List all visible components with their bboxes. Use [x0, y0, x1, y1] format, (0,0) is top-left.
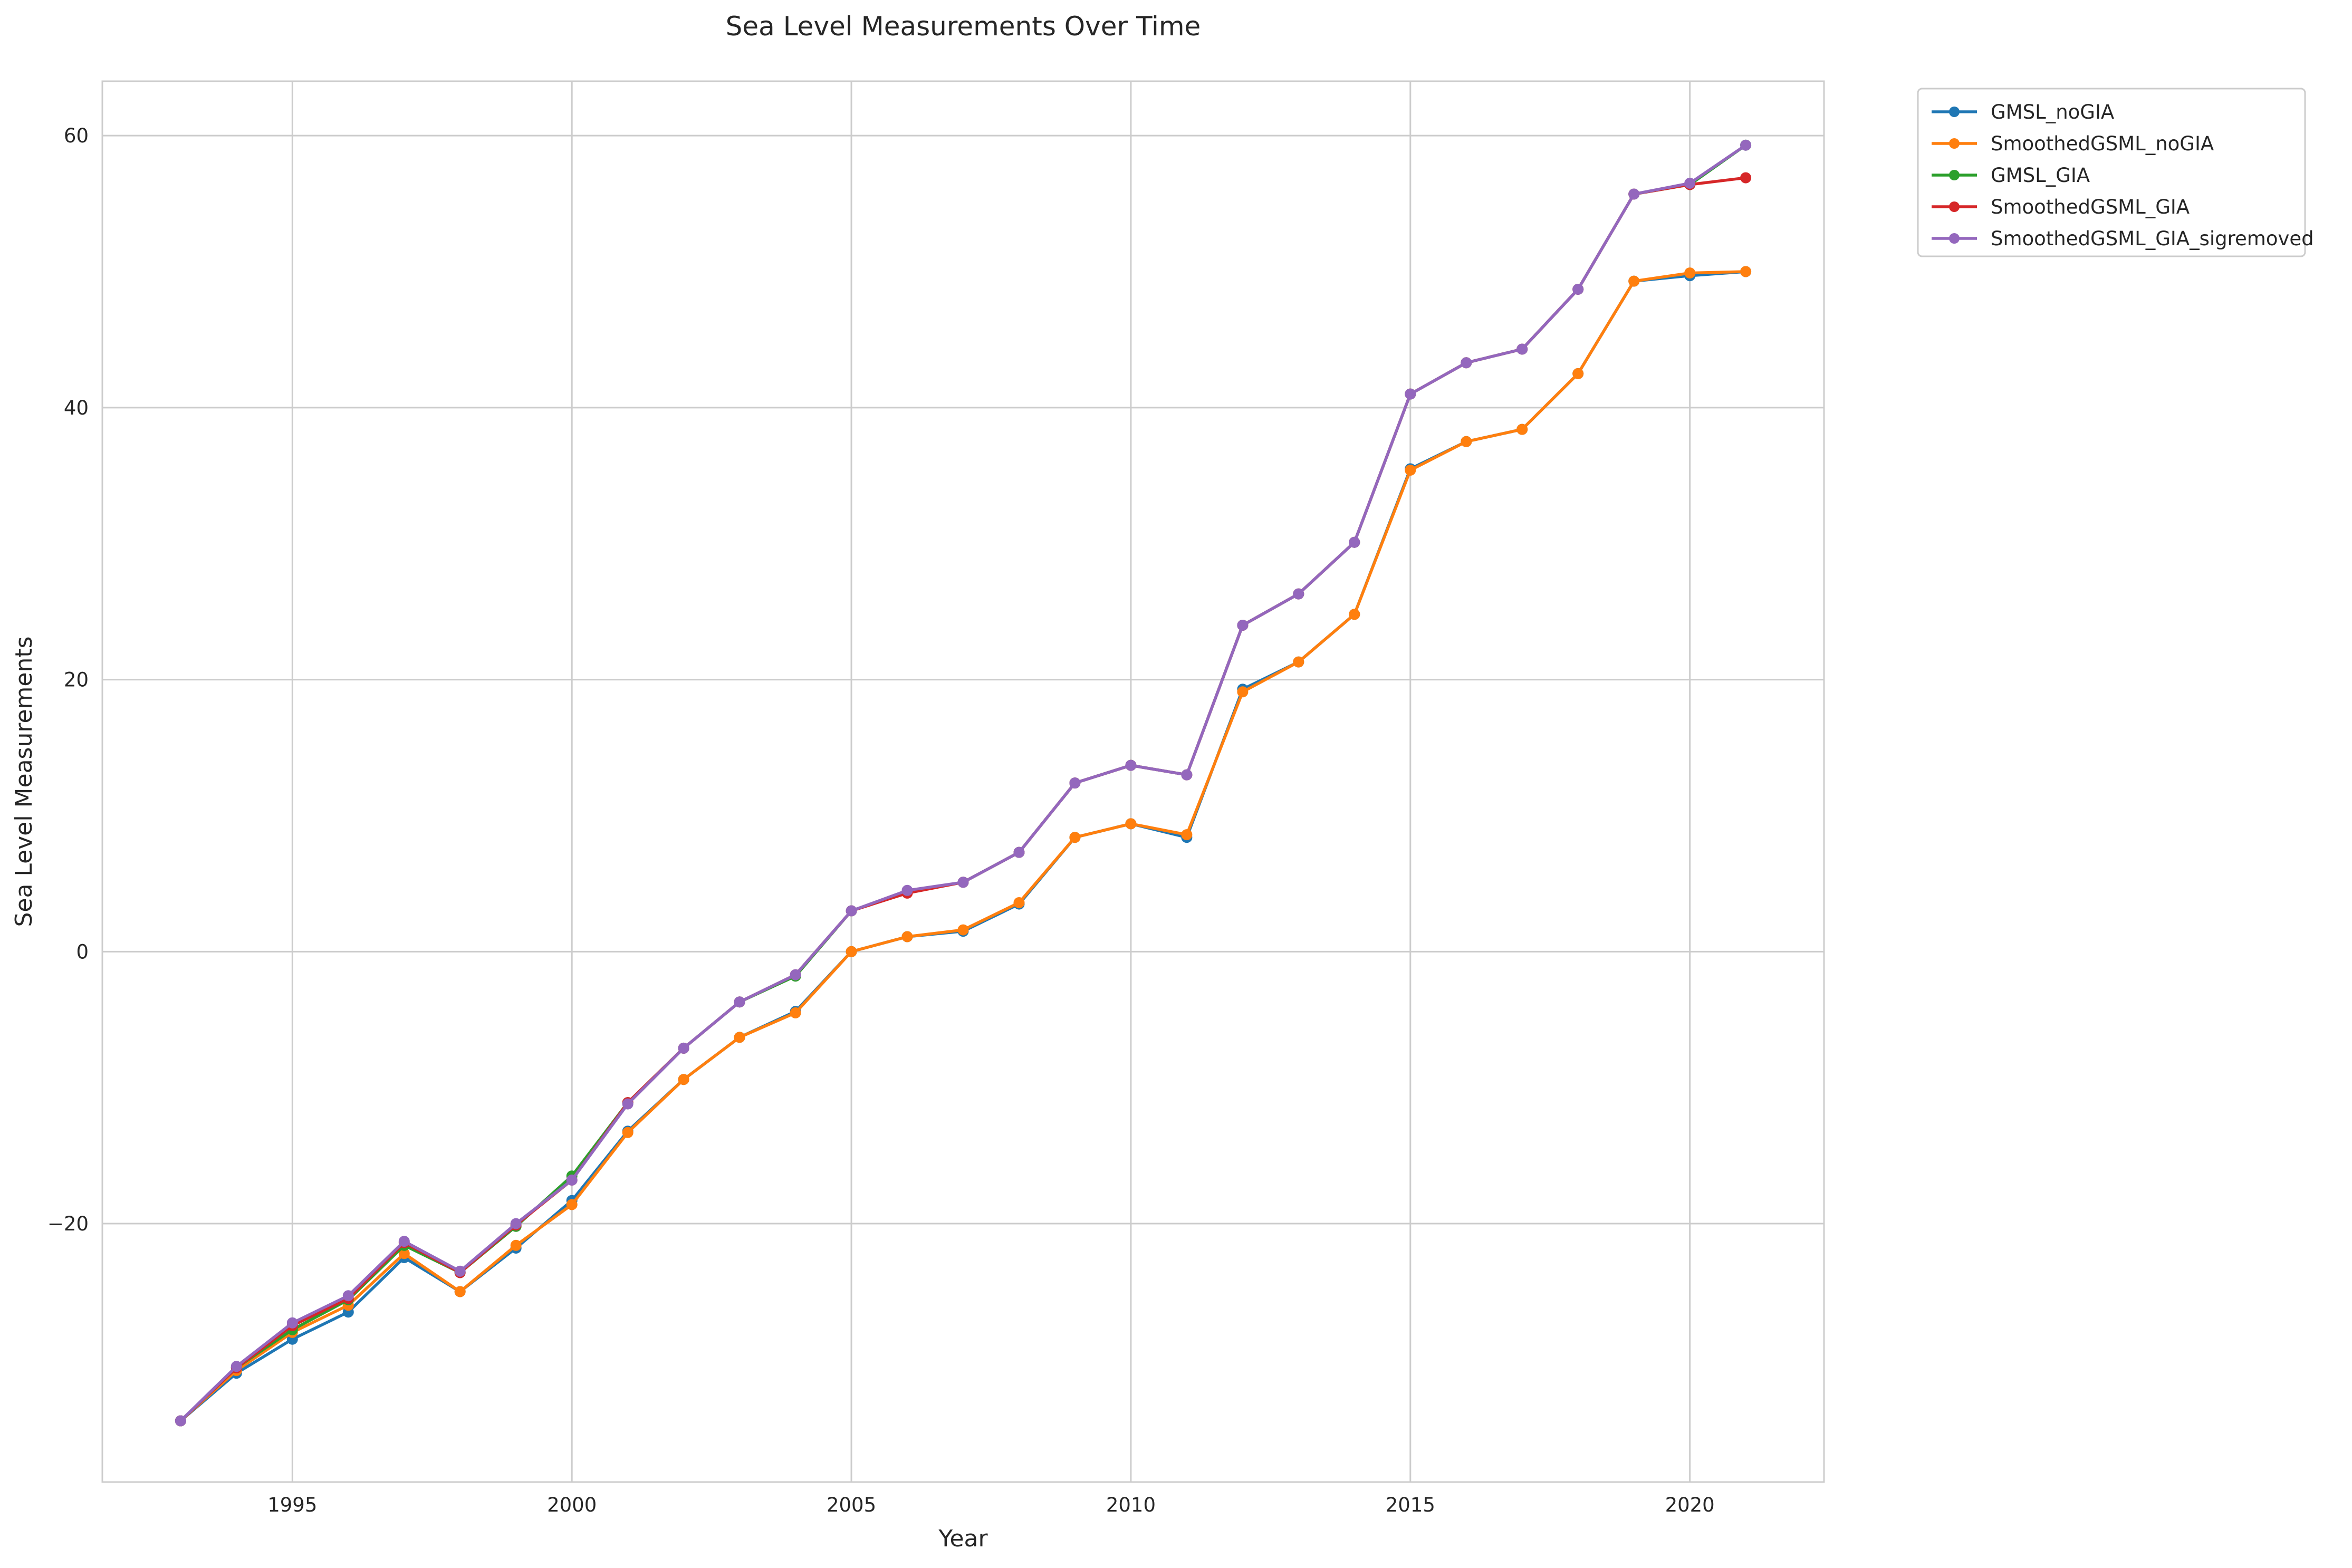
data-point — [175, 1415, 186, 1427]
y-tick-label: 40 — [64, 397, 89, 419]
data-point — [734, 1032, 745, 1043]
data-point — [790, 1007, 801, 1018]
data-point — [286, 1317, 298, 1329]
data-point — [1684, 177, 1696, 189]
x-axis-label: Year — [938, 1525, 988, 1552]
series-SmoothedGSML_GIA_sigremoved — [175, 139, 1752, 1427]
y-tick-label: 60 — [64, 124, 89, 147]
data-point — [566, 1175, 578, 1186]
data-point — [957, 924, 969, 936]
data-point — [454, 1286, 466, 1297]
data-point — [1628, 188, 1640, 200]
data-point — [1125, 818, 1137, 830]
data-point — [957, 877, 969, 888]
legend-swatch-marker — [1949, 170, 1960, 180]
data-point — [678, 1074, 689, 1085]
data-point — [1293, 656, 1304, 668]
data-point — [790, 969, 801, 980]
data-point — [1181, 829, 1193, 841]
data-point — [1125, 759, 1137, 771]
data-point — [566, 1199, 578, 1210]
data-point — [1740, 139, 1752, 151]
data-point — [734, 996, 745, 1008]
data-point — [1516, 343, 1528, 355]
data-point — [1013, 897, 1025, 908]
data-point — [1740, 266, 1752, 277]
data-point — [622, 1098, 633, 1110]
legend: GMSL_noGIA SmoothedGSML_noGIA GMSL_GIA Smoo… — [1917, 88, 2314, 257]
data-point — [342, 1290, 354, 1302]
series-layer — [175, 139, 1752, 1427]
data-point — [231, 1361, 242, 1372]
y-tick-label: −20 — [47, 1213, 89, 1235]
legend-box — [1917, 88, 2306, 257]
legend-item: SmoothedGSML_GIA — [1932, 196, 2190, 218]
x-tick-label: 2015 — [1386, 1494, 1435, 1516]
data-point — [510, 1218, 522, 1229]
data-point — [846, 905, 857, 917]
data-point — [510, 1239, 522, 1251]
legend-item: SmoothedGSML_noGIA — [1932, 132, 2214, 155]
data-point — [1237, 620, 1249, 631]
chart-title: Sea Level Measurements Over Time — [726, 11, 1201, 42]
data-point — [1740, 172, 1752, 184]
x-tick-label: 2000 — [547, 1494, 597, 1516]
x-tick-labels: 1995 2000 2005 2010 2015 2020 — [267, 1494, 1715, 1516]
series-SmoothedGSML_noGIA — [175, 266, 1752, 1427]
x-tick-label: 1995 — [267, 1494, 317, 1516]
data-point — [1069, 832, 1081, 843]
data-point — [1181, 769, 1193, 781]
legend-item: GMSL_noGIA — [1932, 101, 2114, 123]
data-point — [1461, 436, 1472, 447]
data-point — [1405, 465, 1416, 476]
legend-swatch-marker — [1949, 233, 1960, 244]
plot-frame — [101, 80, 1825, 1483]
legend-label: SmoothedGSML_GIA — [1991, 196, 2190, 218]
data-point — [1461, 357, 1472, 369]
data-point — [901, 931, 913, 942]
data-point — [901, 884, 913, 896]
y-tick-labels: −20 0 20 40 60 — [47, 124, 89, 1235]
y-axis-label: Sea Level Measurements — [11, 636, 37, 927]
data-point — [1013, 846, 1025, 858]
x-tick-label: 2010 — [1106, 1494, 1156, 1516]
data-point — [622, 1127, 633, 1138]
data-point — [1572, 284, 1584, 295]
data-point — [1349, 536, 1360, 548]
y-tick-label: 0 — [76, 940, 89, 963]
data-point — [1516, 424, 1528, 435]
grid — [102, 81, 1824, 1482]
data-point — [1293, 588, 1304, 600]
legend-item: SmoothedGSML_GIA_sigremoved — [1932, 227, 2314, 250]
data-point — [1349, 609, 1360, 620]
x-tick-label: 2005 — [827, 1494, 876, 1516]
data-point — [1572, 368, 1584, 379]
data-point — [454, 1265, 466, 1277]
legend-label: SmoothedGSML_GIA_sigremoved — [1991, 227, 2314, 250]
legend-item: GMSL_GIA — [1932, 164, 2090, 187]
legend-label: GMSL_noGIA — [1991, 101, 2114, 123]
data-point — [1684, 267, 1696, 279]
data-point — [678, 1042, 689, 1054]
data-point — [398, 1236, 410, 1247]
legend-swatch-marker — [1949, 138, 1960, 149]
data-point — [846, 946, 857, 957]
legend-swatch-marker — [1949, 107, 1960, 117]
y-tick-label: 20 — [64, 669, 89, 691]
data-point — [1405, 388, 1416, 400]
legend-label: GMSL_GIA — [1991, 164, 2090, 187]
legend-items: GMSL_noGIA SmoothedGSML_noGIA GMSL_GIA Smoo… — [1932, 101, 2314, 250]
legend-label: SmoothedGSML_noGIA — [1991, 132, 2214, 155]
data-point — [1069, 777, 1081, 789]
data-point — [1628, 275, 1640, 287]
data-point — [1237, 686, 1249, 698]
legend-swatch-marker — [1949, 201, 1960, 212]
x-tick-label: 2020 — [1665, 1494, 1715, 1516]
